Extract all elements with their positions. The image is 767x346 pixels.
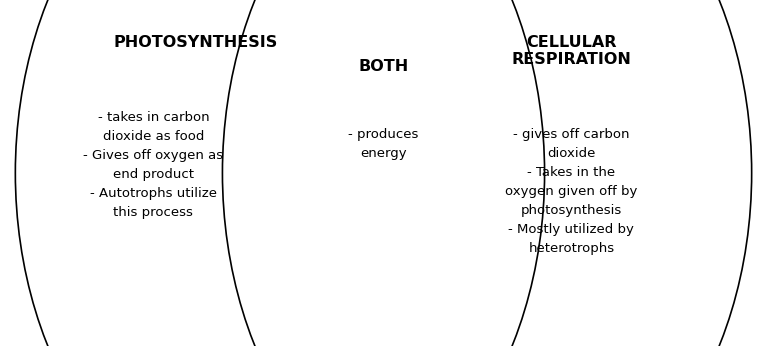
Text: CELLULAR
RESPIRATION: CELLULAR RESPIRATION (512, 35, 631, 67)
Text: PHOTOSYNTHESIS: PHOTOSYNTHESIS (114, 35, 278, 49)
Text: - takes in carbon
dioxide as food
- Gives off oxygen as
end product
- Autotrophs: - takes in carbon dioxide as food - Give… (84, 111, 223, 219)
Text: - gives off carbon
dioxide
- Takes in the
oxygen given off by
photosynthesis
- M: - gives off carbon dioxide - Takes in th… (505, 128, 637, 255)
Text: - produces
energy: - produces energy (348, 128, 419, 160)
Text: BOTH: BOTH (358, 59, 409, 74)
